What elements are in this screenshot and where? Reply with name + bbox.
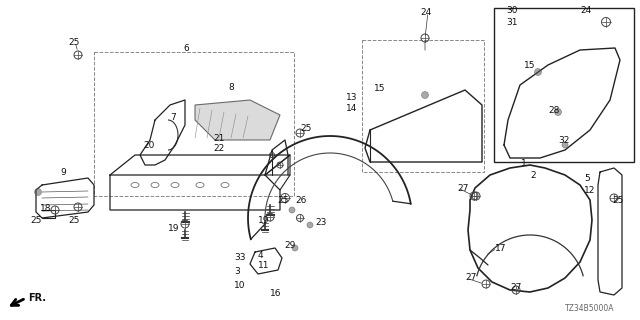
Circle shape <box>289 207 295 213</box>
Text: 27: 27 <box>510 284 522 292</box>
Text: 14: 14 <box>346 103 357 113</box>
Circle shape <box>562 142 568 148</box>
Text: 15: 15 <box>374 84 385 92</box>
Text: 19: 19 <box>258 215 269 225</box>
Text: 29: 29 <box>284 241 296 250</box>
Text: 9: 9 <box>60 167 66 177</box>
Text: 13: 13 <box>346 92 358 101</box>
Text: 32: 32 <box>558 135 570 145</box>
Text: 20: 20 <box>143 140 154 149</box>
Text: 18: 18 <box>40 204 51 212</box>
Text: 21: 21 <box>213 133 225 142</box>
Text: 25: 25 <box>68 37 79 46</box>
Text: 17: 17 <box>495 244 506 252</box>
Bar <box>94 52 294 196</box>
Text: 19: 19 <box>168 223 179 233</box>
Bar <box>494 8 634 162</box>
Text: 28: 28 <box>548 106 559 115</box>
Text: 2: 2 <box>530 171 536 180</box>
Text: 3: 3 <box>234 268 240 276</box>
Text: 27: 27 <box>457 183 468 193</box>
Text: 1: 1 <box>521 158 527 167</box>
Text: 5: 5 <box>584 173 589 182</box>
Text: 25: 25 <box>30 215 42 225</box>
Text: 30: 30 <box>506 5 518 14</box>
Text: 25: 25 <box>277 196 289 204</box>
Text: 24: 24 <box>420 7 431 17</box>
Text: 25: 25 <box>612 196 623 204</box>
Text: 26: 26 <box>295 196 307 204</box>
Text: TZ34B5000A: TZ34B5000A <box>565 304 614 313</box>
Text: 8: 8 <box>228 83 234 92</box>
Text: 16: 16 <box>270 289 282 298</box>
Text: FR.: FR. <box>28 293 46 303</box>
Circle shape <box>534 68 541 76</box>
Circle shape <box>35 188 42 196</box>
Text: 23: 23 <box>315 218 326 227</box>
Text: 7: 7 <box>170 113 176 122</box>
Text: 12: 12 <box>584 186 595 195</box>
Text: 15: 15 <box>524 60 536 69</box>
Bar <box>362 40 484 172</box>
Text: 22: 22 <box>213 143 224 153</box>
Text: 24: 24 <box>580 5 591 14</box>
Circle shape <box>554 108 561 116</box>
Text: 11: 11 <box>258 261 269 270</box>
Text: 31: 31 <box>506 18 518 27</box>
Circle shape <box>292 245 298 251</box>
Text: 25: 25 <box>68 215 79 225</box>
Polygon shape <box>195 100 280 140</box>
Text: 27: 27 <box>465 274 476 283</box>
Text: 25: 25 <box>300 124 312 132</box>
Circle shape <box>307 222 313 228</box>
Text: 6: 6 <box>183 44 189 52</box>
Text: 4: 4 <box>258 251 264 260</box>
Circle shape <box>422 92 429 99</box>
Text: 33: 33 <box>234 253 246 262</box>
Text: 10: 10 <box>234 281 246 290</box>
